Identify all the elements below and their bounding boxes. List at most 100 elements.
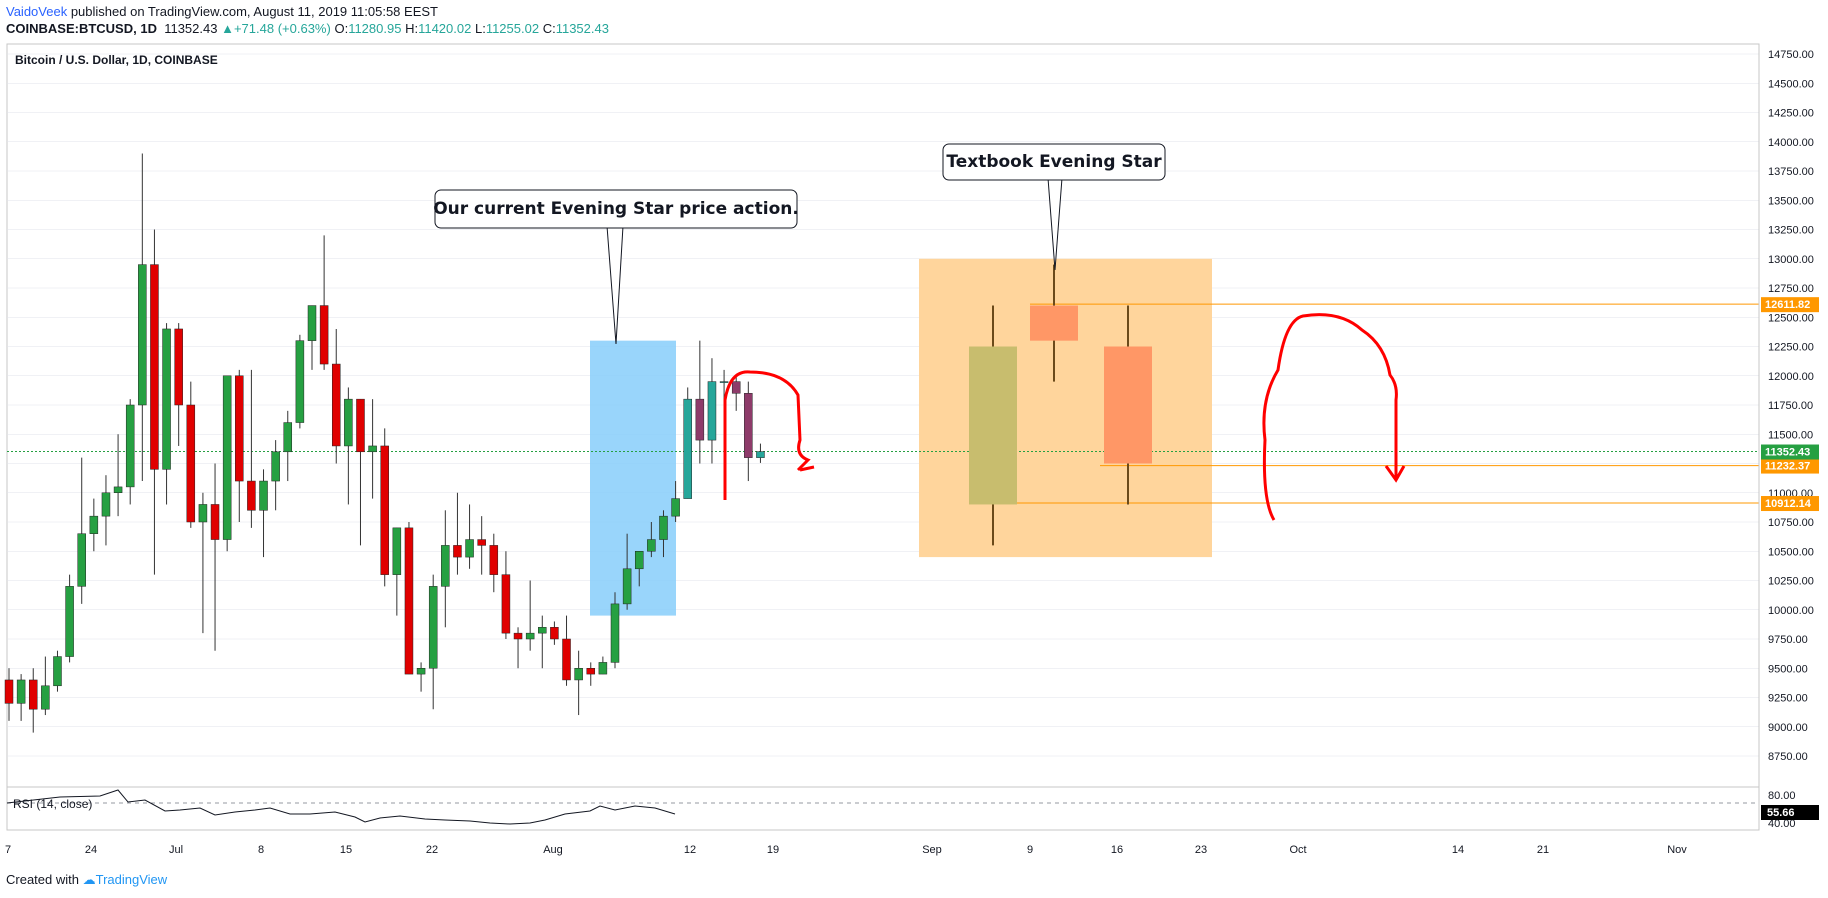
candle-body xyxy=(138,264,147,406)
price-tick-label: 10750.00 xyxy=(1768,517,1814,529)
arrow-drawing-right xyxy=(1262,313,1398,521)
arrow-drawing-left-head xyxy=(799,465,815,472)
level-badge-label: 12611.82 xyxy=(1765,299,1810,311)
candle-body xyxy=(125,404,135,488)
candle-body xyxy=(150,264,159,470)
candle-body xyxy=(683,398,692,499)
candle-body xyxy=(101,492,111,517)
open-value: 11280.95 xyxy=(348,21,402,36)
level-badge-label: 11232.37 xyxy=(1765,461,1810,473)
candle-body xyxy=(16,679,26,704)
rsi-pane[interactable]: RSI (14, close) 80.00 40.00 55.66 xyxy=(6,786,1819,831)
candle-body xyxy=(235,375,244,482)
price-tick-label: 11500.00 xyxy=(1768,429,1813,441)
candle-body xyxy=(283,422,293,453)
rsi-tick-80: 80.00 xyxy=(1768,790,1796,802)
candle-body xyxy=(453,545,462,558)
candle-body xyxy=(695,398,705,441)
candle-body xyxy=(41,685,50,710)
candle-body xyxy=(574,668,583,681)
time-tick-label: Aug xyxy=(543,844,563,856)
candle-body xyxy=(113,486,123,493)
last-price-label: 11352.43 xyxy=(1765,447,1810,459)
candle-body xyxy=(307,305,317,341)
time-tick-label: 15 xyxy=(340,844,352,856)
current-pattern-highlight xyxy=(590,340,676,616)
candle-body xyxy=(428,586,438,669)
close-value: 11352.43 xyxy=(555,21,609,36)
candle-body xyxy=(4,679,14,704)
candle-body xyxy=(586,668,596,675)
price-tick-label: 13500.00 xyxy=(1768,195,1814,207)
callouts: Our current Evening Star price action. T… xyxy=(433,143,1166,345)
candle-body xyxy=(731,381,741,394)
time-tick-label: 24 xyxy=(85,844,97,856)
time-tick-label: 12 xyxy=(684,844,696,856)
candle-body xyxy=(28,679,38,710)
symbol: COINBASE:BTCUSD, 1D xyxy=(6,21,157,36)
candle-body xyxy=(719,381,729,383)
candle-body xyxy=(186,404,196,523)
candle-body xyxy=(247,480,256,511)
candle-body xyxy=(392,527,402,575)
candle-body xyxy=(331,363,341,447)
price-tick-label: 11750.00 xyxy=(1768,400,1813,412)
price-axis[interactable]: 8750.00 9000.00 9250.00 9500.00 9750.00 10000… xyxy=(1761,49,1819,763)
candle-body xyxy=(319,305,329,365)
rsi-tick-40: 40.00 xyxy=(1768,818,1796,830)
time-tick-label: Jul xyxy=(169,844,183,856)
candle-body xyxy=(634,551,644,570)
callout-current xyxy=(434,189,798,229)
high-label: H: xyxy=(405,21,419,36)
price-tick-label: 12000.00 xyxy=(1768,371,1814,383)
candle-body xyxy=(756,451,765,458)
candle-body xyxy=(271,451,280,482)
candle-body xyxy=(77,533,86,587)
price-tick-label: 13750.00 xyxy=(1768,166,1814,178)
price-tick-label: 12750.00 xyxy=(1768,283,1814,295)
open-label: O: xyxy=(334,21,349,36)
candle-body xyxy=(562,638,571,681)
candle-body xyxy=(477,539,486,546)
textbook-pattern xyxy=(969,264,1152,546)
textbook-pattern-highlight xyxy=(919,258,1212,558)
footer: Created with ☁TradingView xyxy=(6,872,167,888)
up-arrow-icon: ▲ xyxy=(221,21,234,36)
price-tick-label: 13000.00 xyxy=(1768,254,1814,266)
candles xyxy=(4,153,765,733)
candle-body xyxy=(65,586,74,657)
low-value: 11255.02 xyxy=(485,21,540,36)
callout-textbook-pointer xyxy=(1047,177,1063,271)
price-tick-label: 14000.00 xyxy=(1768,137,1814,149)
candle-body xyxy=(295,340,305,423)
price-tick-label: 14750.00 xyxy=(1768,49,1814,61)
publisher-line: VaidoVeek published on TradingView.com, … xyxy=(6,4,438,19)
candle-body xyxy=(416,668,426,675)
close-label: C: xyxy=(542,21,556,36)
chart-frame xyxy=(6,43,1760,831)
level-badge xyxy=(1761,458,1819,474)
last-value: 11352.43 xyxy=(164,21,218,36)
candle-body xyxy=(538,627,547,634)
candle-body xyxy=(659,515,668,540)
price-tick-label: 9500.00 xyxy=(1768,663,1808,675)
created-with-text: Created with xyxy=(6,872,79,887)
price-tick-label: 9000.00 xyxy=(1768,722,1808,734)
last-price-badge xyxy=(1761,444,1819,460)
author-link[interactable]: VaidoVeek xyxy=(6,4,68,19)
candle-body xyxy=(368,445,377,453)
candle-body xyxy=(513,632,523,640)
level-badge-label: 10912.14 xyxy=(1765,498,1812,510)
tradingview-logo-icon[interactable]: ☁ xyxy=(82,872,96,887)
time-axis[interactable]: 7 24 Jul 8 15 22 Aug 12 19 Sep 9 16 23 Oct 14 21 Nov xyxy=(5,844,1687,856)
candle-body xyxy=(489,545,499,575)
tradingview-link[interactable]: TradingView xyxy=(95,872,168,887)
pattern-body xyxy=(1104,346,1152,464)
time-tick-label: Sep xyxy=(922,844,942,856)
low-label: L: xyxy=(474,21,486,36)
rsi-last-value: 55.66 xyxy=(1767,807,1795,819)
time-tick-label: 22 xyxy=(426,844,438,856)
rsi-last-badge xyxy=(1761,805,1819,820)
time-tick-label: 8 xyxy=(258,844,264,856)
